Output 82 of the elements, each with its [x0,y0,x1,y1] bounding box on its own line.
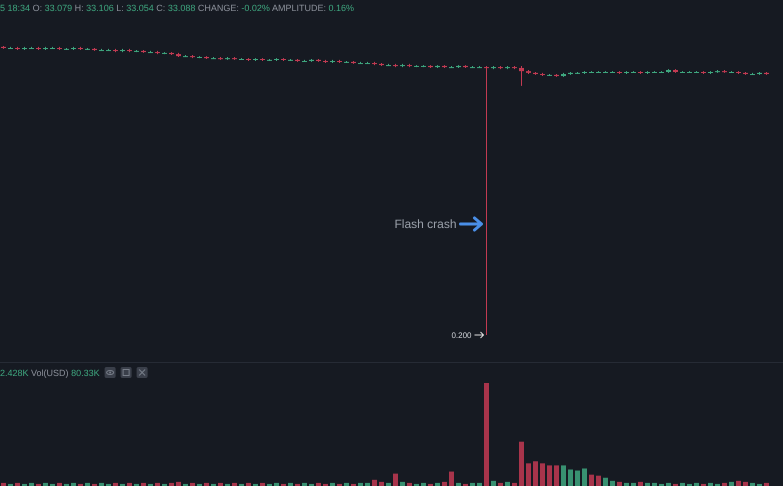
bar [246,482,251,486]
bar [694,482,699,486]
bar [372,480,377,486]
bar [470,482,475,486]
bar [190,482,195,486]
bar [575,470,580,486]
bar [631,482,636,486]
bar [260,482,265,486]
bar [43,482,48,486]
candlestick [484,65,489,336]
bar [442,482,447,486]
bar [344,482,349,486]
bar [736,480,741,486]
bar [29,482,34,486]
bar [743,482,748,486]
bar [176,482,181,486]
bar [127,482,132,486]
candlestick [519,65,524,86]
bar [169,482,174,486]
bar [498,482,503,486]
bar [379,482,384,486]
bar [505,482,510,486]
bar [568,470,573,486]
bar [141,482,146,486]
bar [561,465,566,486]
bar [708,482,713,486]
bar [99,482,104,486]
chart-title: 5 18:34 O: 33.079 H: 33.106 L: 33.054 C: 33.088 CHANGE: -0.02% AMPLITUDE: 0.16% [0,3,354,13]
bar [582,468,587,486]
bar [645,482,650,486]
bar [57,482,62,486]
bar [729,482,734,486]
bar [155,482,160,486]
bar [652,482,657,486]
annotation: Flash crash [394,217,456,231]
bar [750,482,755,486]
bar [519,442,524,486]
bar [358,482,363,486]
annotation: 0.200 [451,331,472,340]
bar [722,482,727,486]
bar [610,480,615,486]
bar [533,461,538,486]
bar [666,482,671,486]
bar [15,482,20,486]
bar [386,482,391,486]
bar [589,474,594,486]
bar [484,383,489,486]
bar [512,482,517,486]
bar [540,463,545,486]
bar [491,480,496,486]
bar [764,482,769,486]
bar [274,482,279,486]
bar [477,482,482,486]
bar [435,482,440,486]
bar [232,482,237,486]
bar [316,482,321,486]
bar [547,465,552,486]
bar [302,482,307,486]
bar [85,482,90,486]
bar [603,478,608,486]
bar [204,482,209,486]
bar [680,482,685,486]
bar [288,482,293,486]
bar [456,482,461,486]
bar [71,482,76,486]
bar [421,482,426,486]
bar [526,463,531,486]
bar [393,474,398,486]
bar [449,472,454,486]
bar [554,465,559,486]
bar [1,482,6,486]
bar [638,482,643,486]
bar [113,482,118,486]
bar [365,482,370,486]
bar [330,482,335,486]
bar [218,482,223,486]
bar [624,482,629,486]
bar [617,482,622,486]
chart-title: 2.428K Vol(USD) 80.33K [0,368,100,378]
bar [407,482,412,486]
bar [596,476,601,486]
bar [400,482,405,486]
